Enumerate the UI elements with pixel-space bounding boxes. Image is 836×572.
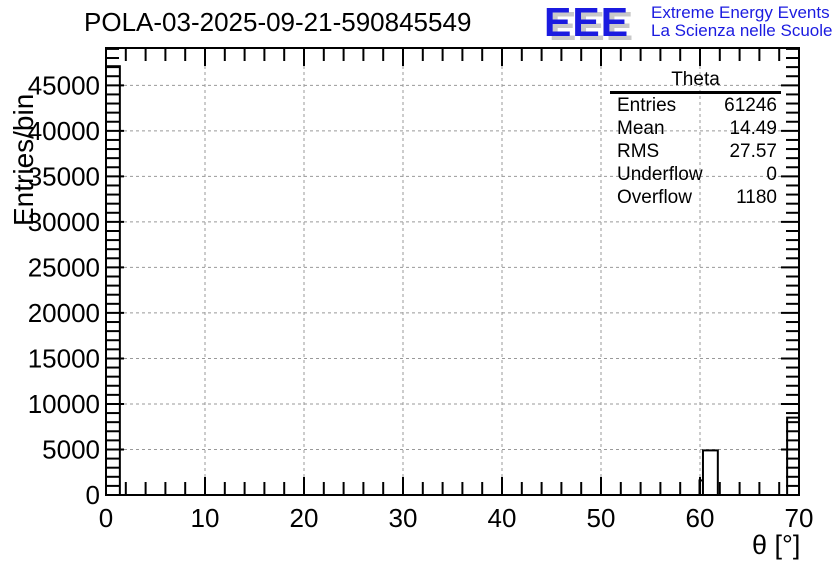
y-tick-label: 0	[86, 480, 100, 510]
stats-box: Theta Entries 61246 Mean 14.49 RMS 27.57…	[610, 70, 781, 209]
stats-value: 27.57	[729, 141, 777, 162]
stats-label: Entries	[617, 95, 677, 116]
stats-row: Mean 14.49	[610, 117, 781, 140]
stats-value: 1180	[736, 187, 777, 208]
stats-label: Overflow	[617, 187, 692, 208]
eee-logo-text: Extreme Energy Events La Scienza nelle S…	[651, 4, 832, 40]
y-tick-label: 25000	[28, 252, 100, 282]
stats-label: RMS	[617, 141, 660, 162]
x-tick-label: 0	[99, 503, 113, 533]
x-tick-label: 10	[191, 503, 220, 533]
x-tick-label: 70	[785, 503, 814, 533]
y-tick-label: 15000	[28, 343, 100, 373]
stats-label: Mean	[617, 118, 665, 139]
x-tick-label: 60	[686, 503, 715, 533]
histogram-bar	[786, 416, 800, 496]
eee-logo-line2: La Scienza nelle Scuole	[651, 21, 833, 40]
x-tick-label: 50	[587, 503, 616, 533]
eee-logo: EEE	[544, 0, 630, 45]
y-tick-label: 30000	[28, 207, 100, 237]
stats-value: 61246	[724, 95, 777, 116]
x-tick-label: 30	[389, 503, 418, 533]
y-tick-label: 40000	[28, 116, 100, 146]
stats-title: Theta	[610, 70, 781, 94]
stats-row: Overflow 1180	[610, 186, 781, 209]
stats-value: 14.49	[729, 118, 777, 139]
y-tick-label: 35000	[28, 161, 100, 191]
x-tick-label: 40	[488, 503, 517, 533]
stats-row: RMS 27.57	[610, 140, 781, 163]
y-tick-label: 45000	[28, 70, 100, 100]
y-tick-label: 20000	[28, 298, 100, 328]
x-tick-label: 20	[290, 503, 319, 533]
stats-label: Underflow	[617, 164, 703, 185]
stats-value: 0	[766, 164, 777, 185]
y-axis-title: Entries/bin	[8, 93, 39, 226]
plot-frame	[105, 47, 800, 496]
stats-row: Entries 61246	[610, 94, 781, 117]
stats-row: Underflow 0	[610, 163, 781, 186]
histogram-bar	[701, 449, 719, 497]
y-tick-label: 5000	[42, 434, 100, 464]
plot-title: POLA-03-2025-09-21-590845549	[84, 7, 472, 37]
eee-logo-line1: Extreme Energy Events	[651, 3, 830, 22]
y-tick-label: 10000	[28, 389, 100, 419]
x-axis-title: θ [°]	[752, 530, 801, 560]
